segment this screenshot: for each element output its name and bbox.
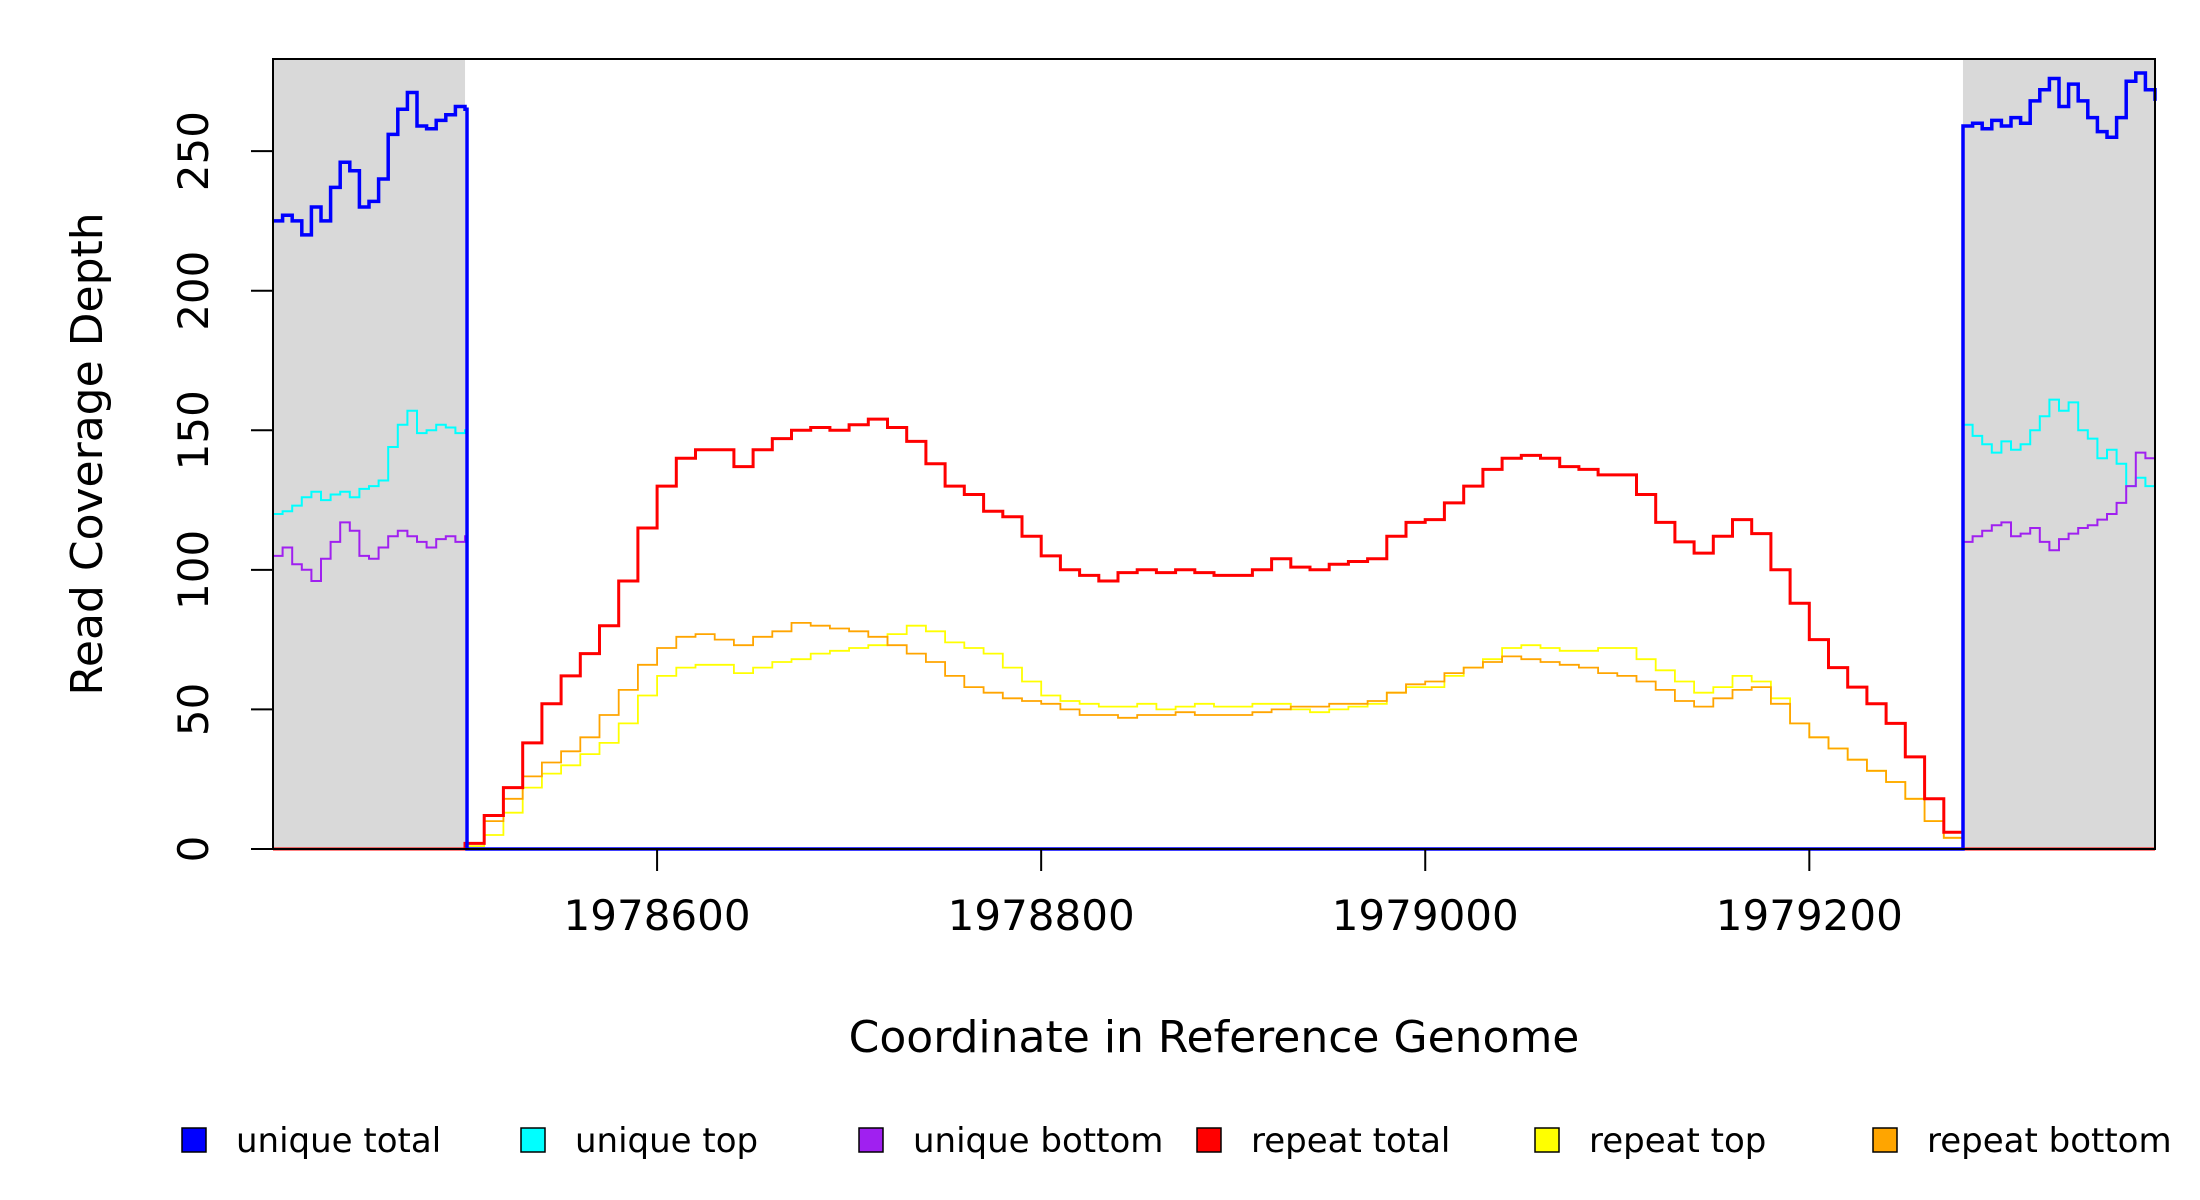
x-axis-title: Coordinate in Reference Genome xyxy=(849,1012,1580,1063)
legend-swatch-repeat-bottom xyxy=(1872,1127,1898,1153)
x-tick-label: 1978600 xyxy=(564,891,751,940)
shaded-region-1 xyxy=(1962,59,2155,849)
shaded-region-0 xyxy=(273,59,466,849)
x-tick-label: 1979200 xyxy=(1716,891,1903,940)
x-tick-label: 1978800 xyxy=(948,891,1135,940)
series-line-repeat-total xyxy=(273,417,2155,851)
legend-swatch-unique-total xyxy=(181,1127,207,1153)
x-axis: 1978600 1978800 1979000 1979200 xyxy=(564,849,1903,940)
legend-swatch-unique-top xyxy=(520,1127,546,1153)
series-lines xyxy=(273,71,2157,851)
plot-frame xyxy=(272,58,2156,850)
legend: unique total unique top unique bottom repea… xyxy=(181,1121,2172,1161)
legend-label: repeat top xyxy=(1589,1121,1766,1161)
y-tick-label: 100 xyxy=(169,530,218,610)
legend-label: repeat bottom xyxy=(1927,1121,2172,1161)
y-axis-title: Read Coverage Depth xyxy=(62,212,113,695)
series-line-repeat-top xyxy=(273,624,2155,850)
y-tick-label: 50 xyxy=(169,683,218,736)
series-line-repeat-bottom xyxy=(273,622,2155,850)
legend-label: unique top xyxy=(575,1121,758,1161)
y-tick-label: 200 xyxy=(169,251,218,331)
legend-swatch-unique-bottom xyxy=(858,1127,884,1153)
series-line-unique-bottom xyxy=(273,451,2156,850)
shaded-regions xyxy=(273,59,2155,849)
y-axis: 0 50 100 150 200 250 xyxy=(169,111,274,863)
series-line-unique-top xyxy=(273,398,2156,850)
y-tick-label: 150 xyxy=(169,390,218,470)
legend-swatch-repeat-total xyxy=(1196,1127,1222,1153)
legend-label: unique total xyxy=(236,1121,441,1161)
x-tick-label: 1979000 xyxy=(1332,891,1519,940)
legend-label: repeat total xyxy=(1251,1121,1450,1161)
legend-swatch-repeat-top xyxy=(1534,1127,1560,1153)
legend-label: unique bottom xyxy=(913,1121,1163,1161)
y-tick-label: 0 xyxy=(169,836,218,863)
y-tick-label: 250 xyxy=(169,111,218,191)
series-line-unique-total xyxy=(273,71,2157,851)
